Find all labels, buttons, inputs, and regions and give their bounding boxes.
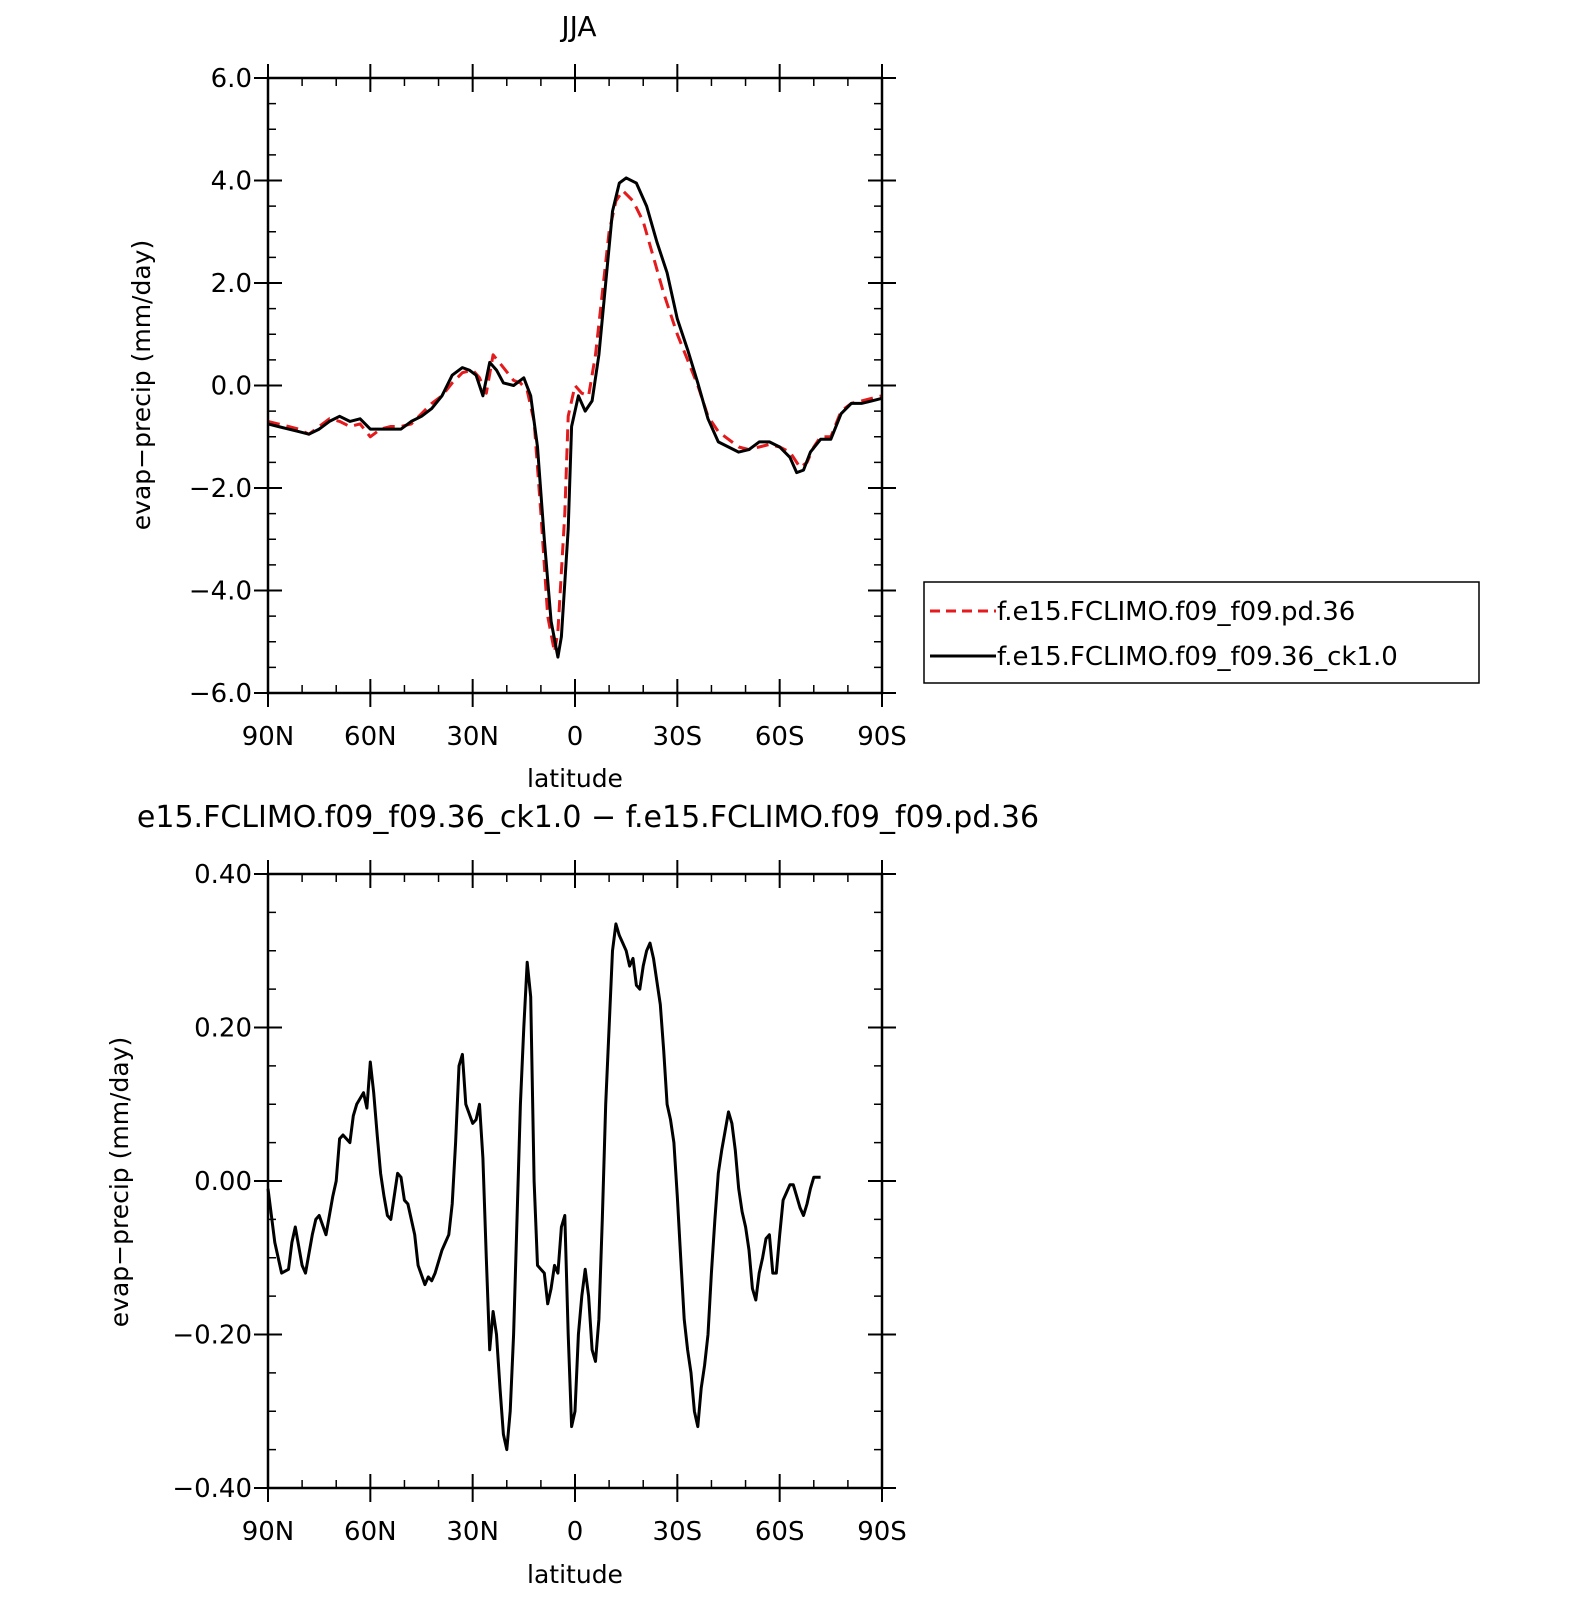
top-chart-title: JJA xyxy=(559,10,596,43)
top-x-tick-labels: 90N 60N 30N 0 30S 60S 90S xyxy=(242,722,907,752)
top-y-tick-label: −6.0 xyxy=(189,679,252,709)
top-x-tick-label: 60S xyxy=(755,722,805,752)
bottom-y-tick-label: 0.40 xyxy=(194,860,252,890)
bottom-x-tick-label: 30S xyxy=(653,1517,703,1547)
top-panel: JJA −6.0 −4.0 −2.0 0.0 2.0 4.0 6.0 90N 60N 30N 0 3… xyxy=(127,10,1480,793)
top-x-tick-label: 30N xyxy=(446,722,499,752)
bottom-x-tick-label: 90N xyxy=(242,1517,295,1547)
bottom-x-tick-labels: 90N 60N 30N 0 30S 60S 90S xyxy=(242,1517,907,1547)
bottom-chart-title: e15.FCLIMO.f09_f09.36_ck1.0 − f.e15.FCLI… xyxy=(137,800,1039,835)
top-y-tick-label: 0.0 xyxy=(211,372,252,402)
top-x-axis-label: latitude xyxy=(527,764,623,793)
top-x-tick-label: 60N xyxy=(344,722,397,752)
legend-box xyxy=(923,581,1480,684)
top-x-tick-label: 30S xyxy=(653,722,703,752)
top-plot-frame xyxy=(266,76,884,695)
top-series-group xyxy=(267,176,883,659)
bottom-y-axis-label: evap−precip (mm/day) xyxy=(105,1037,134,1327)
bottom-x-tick-label: 30N xyxy=(446,1517,499,1547)
top-y-tick-label: 6.0 xyxy=(211,64,252,94)
bottom-y-tick-label: −0.20 xyxy=(172,1321,252,1351)
bottom-x-tick-label: 60N xyxy=(344,1517,397,1547)
bottom-y-tick-label: −0.40 xyxy=(172,1474,252,1504)
top-y-tick-label: −4.0 xyxy=(189,577,252,607)
top-y-tick-label: 2.0 xyxy=(211,269,252,299)
top-y-tick-label: 4.0 xyxy=(211,167,252,197)
bottom-series-line-0 xyxy=(266,922,821,1452)
top-x-tick-label: 90N xyxy=(242,722,295,752)
bottom-x-tick-label: 60S xyxy=(755,1517,805,1547)
top-y-tick-labels: −6.0 −4.0 −2.0 0.0 2.0 4.0 6.0 xyxy=(189,64,252,709)
bottom-y-tick-label: 0.00 xyxy=(194,1167,252,1197)
bottom-y-tick-labels: −0.40 −0.20 0.00 0.20 0.40 xyxy=(172,860,252,1504)
legend-entry-pd36: f.e15.FCLIMO.f09_f09.pd.36 xyxy=(997,597,1355,627)
bottom-x-axis-label: latitude xyxy=(527,1560,623,1589)
legend-entry-ck1: f.e15.FCLIMO.f09_f09.36_ck1.0 xyxy=(997,642,1398,672)
top-y-tick-label: −2.0 xyxy=(189,474,252,504)
bottom-x-tick-label: 0 xyxy=(567,1517,584,1547)
bottom-plot-frame xyxy=(266,872,884,1490)
bottom-series-group xyxy=(266,922,821,1452)
top-series-line-0 xyxy=(267,189,883,654)
top-series-line-1 xyxy=(267,176,883,659)
bottom-y-tick-label: 0.20 xyxy=(194,1014,252,1044)
bottom-panel: e15.FCLIMO.f09_f09.36_ck1.0 − f.e15.FCLI… xyxy=(105,800,1039,1589)
top-ticks xyxy=(254,64,896,707)
bottom-x-tick-label: 90S xyxy=(857,1517,907,1547)
top-legend: f.e15.FCLIMO.f09_f09.pd.36 f.e15.FCLIMO.… xyxy=(923,581,1480,684)
top-y-axis-label: evap−precip (mm/day) xyxy=(127,240,156,530)
top-x-tick-label: 0 xyxy=(567,722,584,752)
top-x-tick-label: 90S xyxy=(857,722,907,752)
